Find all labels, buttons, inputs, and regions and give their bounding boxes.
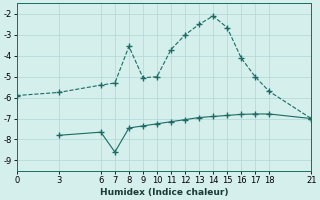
X-axis label: Humidex (Indice chaleur): Humidex (Indice chaleur) — [100, 188, 228, 197]
